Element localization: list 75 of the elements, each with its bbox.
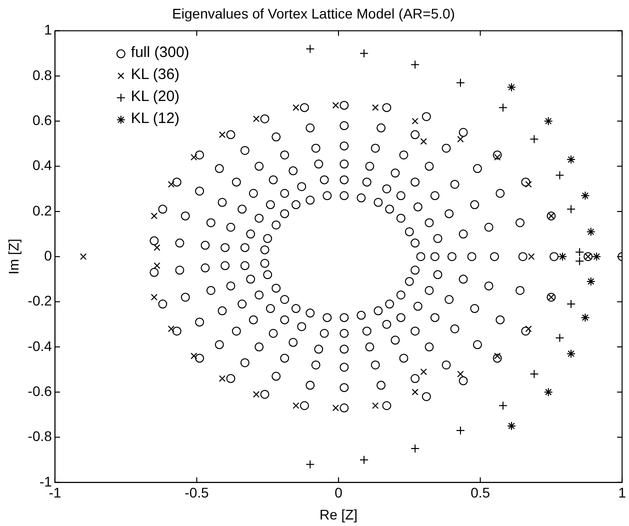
point <box>544 388 553 397</box>
point <box>252 116 260 122</box>
x-tick-label: 0.5 <box>470 484 490 501</box>
y-tick-label: -0.8 <box>28 428 52 444</box>
point <box>544 116 553 126</box>
point <box>372 402 379 409</box>
y-tick-label: 1 <box>44 22 52 38</box>
point <box>580 313 590 322</box>
point <box>360 48 369 58</box>
point <box>410 60 420 70</box>
point <box>592 252 602 262</box>
point <box>507 82 516 92</box>
y-tick-label: 0.4 <box>32 157 52 174</box>
chart-title: Eigenvalues of Vortex Lattice Model (AR=5.0) <box>172 5 455 22</box>
point <box>360 455 369 464</box>
point <box>218 131 226 138</box>
legend-label: full (300) <box>130 44 190 61</box>
point <box>566 204 576 214</box>
y-axis-title: Im [Z] <box>5 238 22 274</box>
point <box>507 421 516 430</box>
x-axis-title: Re [Z] <box>319 506 358 522</box>
point <box>150 294 158 301</box>
y-tick-label: -0.2 <box>28 292 52 309</box>
y-tick-label: -0.4 <box>28 338 52 354</box>
point <box>525 326 532 332</box>
point <box>530 134 539 144</box>
y-tick-label: -0.6 <box>28 382 52 399</box>
point <box>566 349 576 358</box>
point <box>150 212 158 220</box>
y-tick-label: -1 <box>39 473 52 490</box>
point <box>456 78 465 88</box>
point <box>575 248 584 257</box>
point <box>555 170 564 180</box>
point <box>457 370 464 378</box>
x-tick-label: 0 <box>334 484 343 501</box>
point <box>494 154 501 161</box>
y-tick-label: 0 <box>44 247 52 264</box>
y-tick-label: 0.8 <box>32 66 52 83</box>
y-tick-label: 0.6 <box>32 112 52 128</box>
point <box>575 256 584 266</box>
point <box>580 191 590 200</box>
point <box>218 375 226 382</box>
point <box>548 294 555 301</box>
point <box>190 154 198 161</box>
point <box>586 276 596 286</box>
point <box>80 253 87 260</box>
point <box>412 388 418 396</box>
point <box>494 352 501 360</box>
point <box>252 391 260 398</box>
y-tick-label: 0.2 <box>32 202 52 218</box>
point <box>457 136 464 143</box>
point <box>154 244 160 251</box>
x-tick-label: 1 <box>618 484 626 501</box>
point <box>332 102 340 109</box>
point <box>420 138 427 145</box>
point <box>566 155 576 164</box>
point <box>292 402 300 409</box>
point <box>372 104 379 111</box>
point <box>558 252 568 262</box>
point <box>412 118 418 124</box>
point <box>420 368 427 376</box>
legend-label: KL (12) <box>130 110 180 127</box>
point <box>332 404 340 412</box>
legend-label: KL (36) <box>130 66 180 83</box>
legend-label: KL (20) <box>130 88 180 105</box>
point <box>306 44 315 54</box>
point <box>548 212 555 220</box>
point <box>555 333 564 342</box>
point <box>528 253 535 260</box>
point <box>306 460 315 469</box>
point <box>525 181 532 188</box>
point <box>154 262 160 269</box>
x-tick-label: -0.5 <box>184 484 209 501</box>
point <box>292 104 300 111</box>
point <box>586 227 596 236</box>
